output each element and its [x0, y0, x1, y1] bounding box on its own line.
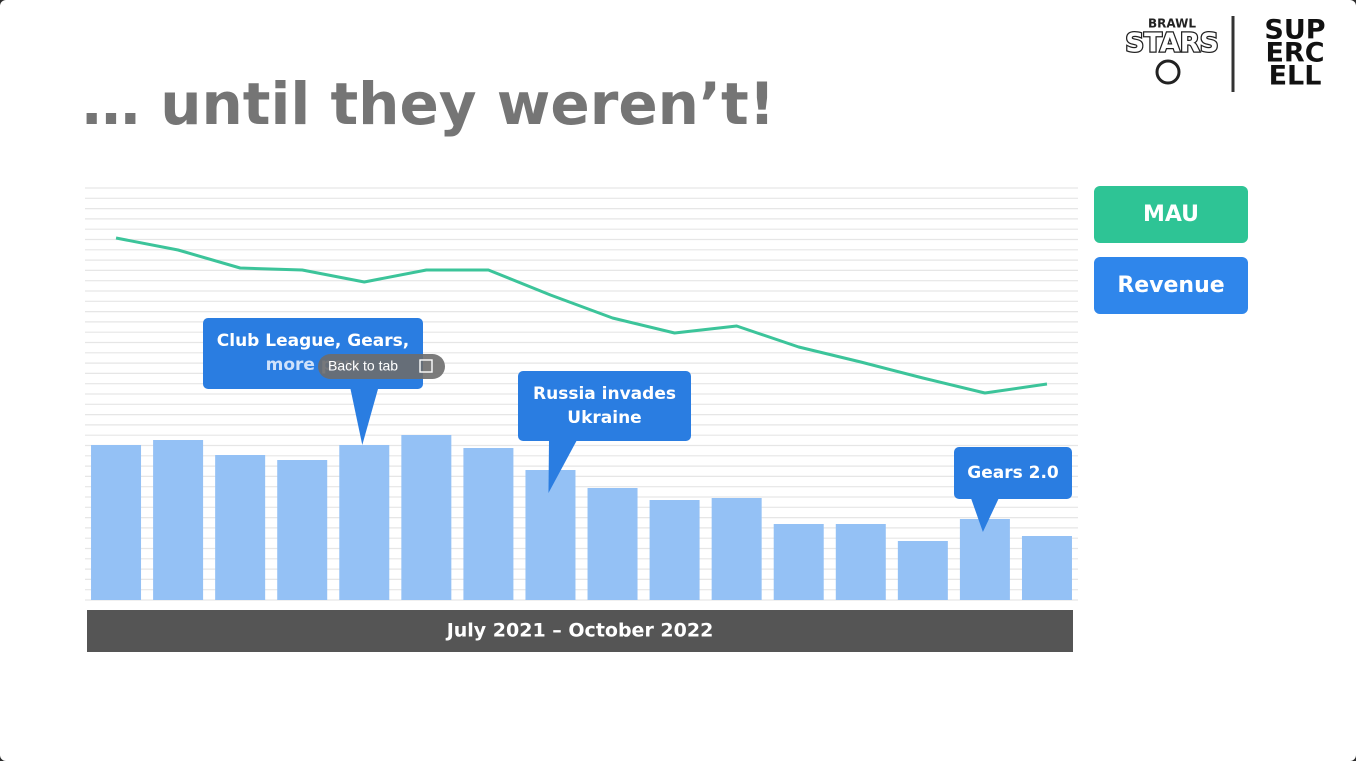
callout-pointer: [548, 440, 577, 493]
callout-text: Gears 2.0: [967, 463, 1059, 483]
brawl-logo: BRAWL STARS: [1124, 17, 1220, 85]
back-to-tab-overlay[interactable]: Back to tab: [318, 354, 445, 379]
callout: Gears 2.0: [954, 447, 1072, 532]
bar: [277, 460, 328, 600]
bar: [463, 448, 514, 600]
overlay-pill[interactable]: [318, 354, 445, 379]
legend-swatch: [1094, 186, 1248, 243]
bar: [215, 455, 266, 600]
x-axis-band: [87, 610, 1073, 652]
bar: [897, 541, 948, 600]
logo-skull: [1155, 59, 1181, 85]
legend-label: MAU: [1143, 202, 1199, 227]
overlay-label[interactable]: Back to tab: [328, 358, 398, 374]
callout-pointer: [350, 388, 379, 445]
bar: [525, 470, 576, 600]
callout-box: [518, 371, 691, 441]
bar: [153, 440, 204, 600]
callout: Russia invades Ukraine: [518, 371, 691, 493]
bar: [835, 524, 886, 600]
callout-pointer: [970, 498, 999, 532]
bar: [711, 498, 762, 600]
bar: [91, 445, 142, 600]
logo-text: BRAWL: [1148, 17, 1196, 31]
x-axis-label: July 2021 – October 2022: [445, 620, 714, 642]
bar: [1021, 536, 1072, 600]
callout-text: Russia invades: [533, 384, 676, 404]
callout-text: Club League, Gears,: [217, 331, 409, 351]
logo-text: STARS: [1125, 29, 1218, 59]
slide-title: … until they weren’t!: [82, 70, 775, 138]
callout-text: Ukraine: [567, 408, 641, 428]
bar: [649, 500, 700, 600]
legend-swatch: [1094, 257, 1248, 314]
bar: [401, 435, 452, 600]
logo-text: ELL: [1269, 61, 1322, 92]
bar: [339, 445, 390, 600]
supercell-logo: SUP ERC ELL: [1264, 15, 1325, 92]
legend-label: Revenue: [1117, 273, 1224, 298]
bar: [587, 488, 638, 600]
overlay-icon[interactable]: [419, 359, 433, 373]
logo-text: ERC: [1265, 38, 1324, 69]
legend: MAU Revenue: [1094, 186, 1248, 314]
callout-box: [954, 447, 1072, 499]
bar: [959, 519, 1010, 600]
line: [115, 236, 1048, 395]
bar: [773, 524, 824, 600]
logo-text: SUP: [1264, 15, 1325, 46]
